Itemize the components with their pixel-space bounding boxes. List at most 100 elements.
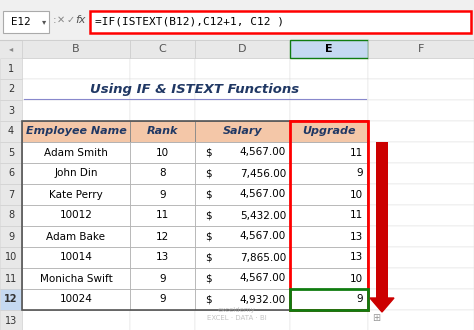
Text: $: $ — [205, 189, 211, 200]
Bar — [0, 205, 22, 226]
Bar — [22, 163, 130, 184]
Bar — [0, 163, 22, 184]
Bar — [22, 205, 130, 226]
Text: 5,432.00: 5,432.00 — [240, 211, 286, 220]
Text: B: B — [72, 44, 80, 54]
Bar — [195, 226, 290, 247]
Text: 10: 10 — [350, 274, 363, 283]
Text: 8: 8 — [159, 169, 166, 179]
Bar — [22, 268, 130, 289]
Bar — [195, 268, 290, 289]
Text: 4,567.00: 4,567.00 — [240, 189, 286, 200]
Bar — [368, 100, 474, 121]
Text: 13: 13 — [350, 252, 363, 262]
Bar — [22, 247, 130, 268]
Bar — [130, 184, 195, 205]
Text: 9: 9 — [356, 294, 363, 305]
Text: $: $ — [205, 211, 211, 220]
Bar — [0, 100, 22, 121]
Polygon shape — [370, 298, 394, 312]
Bar — [130, 121, 195, 142]
Bar — [290, 289, 368, 310]
Bar — [368, 184, 474, 205]
Bar — [130, 142, 195, 163]
Bar — [0, 121, 22, 142]
Bar — [368, 226, 474, 247]
Text: 1: 1 — [8, 63, 14, 74]
Text: $: $ — [205, 294, 211, 305]
Text: Employee Name: Employee Name — [26, 126, 127, 137]
Text: =IF(ISTEXT(B12),C12+1, C12 ): =IF(ISTEXT(B12),C12+1, C12 ) — [95, 17, 284, 27]
Bar — [130, 121, 195, 142]
Bar — [368, 142, 474, 163]
Bar — [290, 289, 368, 310]
Bar — [195, 121, 290, 142]
Bar — [130, 163, 195, 184]
Bar — [290, 247, 368, 268]
Bar — [195, 247, 290, 268]
Bar — [22, 121, 130, 142]
Bar — [290, 310, 368, 330]
Bar — [195, 142, 290, 163]
Bar — [22, 163, 130, 184]
Bar — [22, 268, 130, 289]
Text: 11: 11 — [350, 148, 363, 157]
Bar — [22, 121, 368, 310]
Text: ▾: ▾ — [42, 17, 46, 26]
Bar — [22, 184, 130, 205]
Bar — [22, 289, 130, 310]
Text: ✓: ✓ — [67, 15, 75, 25]
Bar — [3, 11, 49, 33]
Text: 4,567.00: 4,567.00 — [240, 148, 286, 157]
Bar — [22, 247, 130, 268]
Text: $: $ — [205, 232, 211, 242]
Text: D: D — [238, 44, 247, 54]
Bar — [195, 184, 290, 205]
Bar — [290, 268, 368, 289]
Bar — [368, 40, 474, 58]
Bar — [22, 142, 130, 163]
Bar — [195, 58, 290, 79]
Text: 12: 12 — [156, 232, 169, 242]
Bar — [290, 205, 368, 226]
Bar — [290, 205, 368, 226]
Bar — [195, 163, 290, 184]
Bar — [368, 247, 474, 268]
Bar — [290, 226, 368, 247]
Bar — [368, 289, 474, 310]
Bar — [290, 121, 368, 142]
Text: 9: 9 — [159, 189, 166, 200]
Text: 11: 11 — [5, 274, 17, 283]
Text: 13: 13 — [156, 252, 169, 262]
Bar — [195, 310, 290, 330]
Text: Upgrade: Upgrade — [302, 126, 356, 137]
Bar — [368, 163, 474, 184]
Text: E12: E12 — [11, 17, 31, 27]
Bar — [368, 310, 474, 330]
Text: :: : — [53, 15, 56, 25]
Bar — [195, 79, 290, 100]
Bar — [0, 247, 22, 268]
Text: 11: 11 — [350, 211, 363, 220]
Bar — [130, 310, 195, 330]
Text: 9: 9 — [159, 294, 166, 305]
Bar — [130, 226, 195, 247]
Text: 12: 12 — [4, 294, 18, 305]
Bar — [195, 289, 290, 310]
Text: Kate Perry: Kate Perry — [49, 189, 103, 200]
Text: ◂: ◂ — [9, 45, 13, 53]
Text: E: E — [325, 44, 333, 54]
Bar — [130, 163, 195, 184]
Bar — [290, 184, 368, 205]
Text: Monicha Swift: Monicha Swift — [40, 274, 112, 283]
Text: $: $ — [205, 252, 211, 262]
Bar — [22, 184, 130, 205]
Text: 4,567.00: 4,567.00 — [240, 232, 286, 242]
Text: 10024: 10024 — [60, 294, 92, 305]
Bar — [195, 184, 290, 205]
Bar — [368, 205, 474, 226]
Bar — [290, 79, 368, 100]
Bar — [130, 247, 195, 268]
Text: 6: 6 — [8, 169, 14, 179]
Text: 4: 4 — [8, 126, 14, 137]
